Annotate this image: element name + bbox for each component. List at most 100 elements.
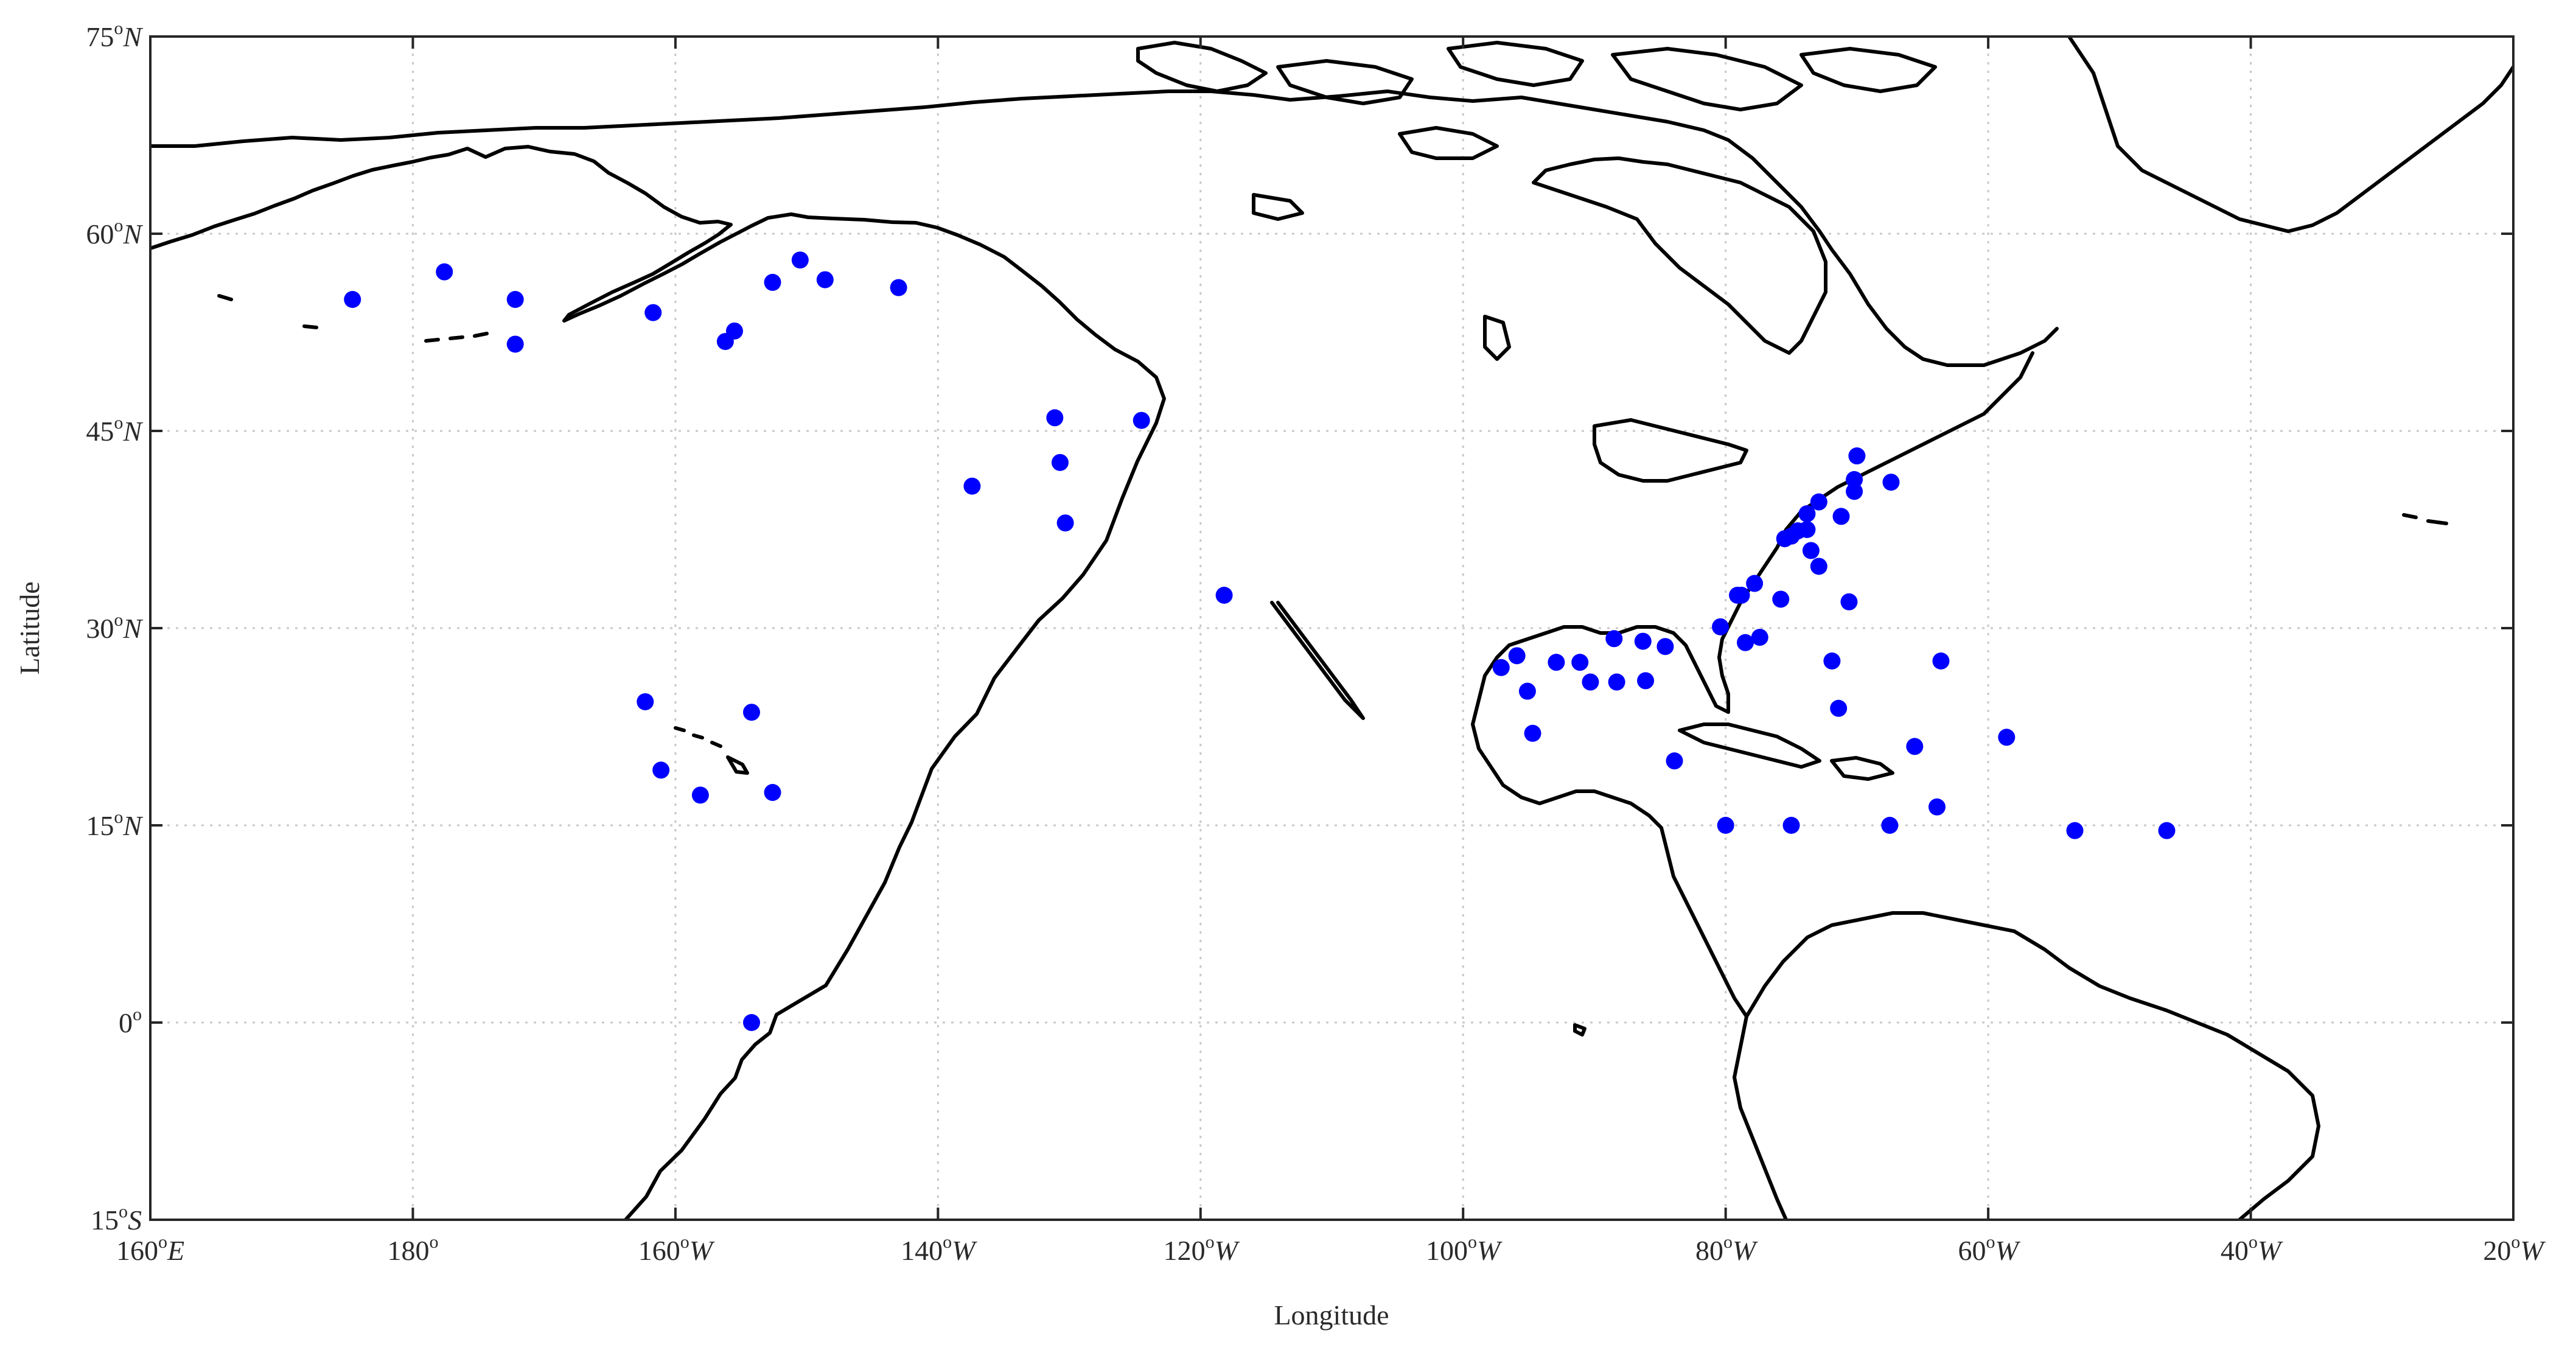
- station-point: [1881, 817, 1899, 834]
- station-point: [1712, 618, 1730, 635]
- x-tick-label: 140oW: [901, 1232, 977, 1266]
- x-tick-label: 160oE: [116, 1232, 184, 1266]
- y-tick-label: 15oN: [86, 807, 143, 841]
- station-point: [890, 279, 907, 296]
- station-point: [644, 304, 662, 321]
- station-point: [1582, 673, 1599, 691]
- station-point: [1524, 724, 1541, 742]
- station-point: [1846, 483, 1863, 500]
- station-point: [743, 1014, 761, 1031]
- station-point: [816, 271, 834, 289]
- station-point: [1751, 629, 1768, 646]
- station-point: [1810, 493, 1827, 511]
- y-tick-label: 60oN: [86, 215, 143, 250]
- y-tick-label: 30oN: [86, 610, 143, 644]
- station-point: [1056, 514, 1074, 532]
- x-tick-label: 60oW: [1958, 1232, 2020, 1266]
- station-point: [1737, 634, 1754, 651]
- y-tick-label: 15oS: [91, 1201, 142, 1236]
- hispaniola-coastline: [1830, 756, 1894, 781]
- galapagos-islands: [1573, 1023, 1586, 1037]
- station-point: [1051, 453, 1069, 471]
- y-tick-labels: 75oN 60oN 45oN 30oN 15oN 0o 15oS: [86, 18, 143, 1236]
- south-america-coastline: [1745, 911, 2320, 1220]
- cuba-coastline: [1678, 722, 1821, 769]
- station-point: [1840, 593, 1858, 610]
- x-tick-label: 100oW: [1426, 1232, 1503, 1266]
- south-america-west-coastline: [1733, 1015, 1788, 1220]
- y-tick-label: 0o: [119, 1004, 142, 1038]
- station-point: [1508, 647, 1526, 665]
- x-tick-label: 20oW: [2483, 1232, 2546, 1266]
- station-point: [1733, 587, 1750, 604]
- station-point: [1133, 411, 1150, 429]
- arctic-coastline: [150, 89, 2059, 367]
- baja-california-coastline: [1270, 601, 1365, 720]
- x-tick-label: 80oW: [1695, 1232, 1758, 1266]
- station-point: [2158, 822, 2176, 839]
- station-point: [1928, 798, 1946, 816]
- station-point: [1798, 521, 1816, 538]
- station-point: [506, 335, 524, 353]
- x-tick-label: 120oW: [1164, 1232, 1240, 1266]
- station-point: [637, 693, 654, 710]
- great-lakes-outline: [1593, 418, 1748, 483]
- station-point: [344, 291, 361, 308]
- y-axis-title: Latitude: [14, 581, 45, 674]
- x-tick-label: 160oW: [638, 1232, 715, 1266]
- station-point: [506, 291, 524, 308]
- station-point: [963, 477, 981, 495]
- station-point: [1656, 638, 1674, 656]
- arctic-islands: [1136, 41, 1937, 361]
- station-point: [764, 784, 781, 801]
- x-tick-label: 40oW: [2221, 1232, 2283, 1266]
- station-point: [1215, 587, 1233, 604]
- station-point: [1798, 505, 1816, 523]
- station-point: [1810, 558, 1827, 575]
- y-tick-label: 75oN: [86, 18, 143, 52]
- station-markers: [344, 251, 2176, 1031]
- station-point: [691, 786, 709, 804]
- station-point: [1518, 682, 1536, 700]
- axis-ticks: [149, 35, 2515, 1221]
- azores-islands: [2402, 513, 2448, 525]
- station-point: [1046, 409, 1064, 427]
- greenland-coastline: [2067, 37, 2513, 233]
- station-point: [652, 761, 670, 779]
- station-point: [1802, 542, 1820, 559]
- aleutian-islands: [217, 294, 489, 343]
- station-point: [1772, 590, 1790, 608]
- station-point: [1906, 738, 1924, 755]
- hawaiian-islands: [674, 726, 749, 775]
- station-point: [1932, 652, 1950, 670]
- station-point: [436, 263, 453, 281]
- station-point: [1634, 632, 1652, 650]
- station-point: [725, 322, 743, 340]
- station-point: [1830, 699, 1848, 717]
- x-tick-labels: 160oE 180o 160oW 140oW 120oW 100oW 80oW 60oW 40o…: [116, 1232, 2546, 1266]
- station-point: [791, 251, 809, 269]
- station-point: [1782, 817, 1800, 834]
- north-america-coastline: [150, 145, 1166, 1220]
- hudson-bay-coastline: [1532, 156, 1827, 355]
- station-point: [1746, 575, 1764, 592]
- station-point: [1846, 470, 1863, 488]
- station-point: [1717, 817, 1734, 834]
- station-point: [743, 704, 761, 721]
- station-point: [1492, 659, 1510, 676]
- station-point: [1823, 652, 1841, 670]
- y-tick-label: 45oN: [86, 413, 143, 447]
- station-point: [1605, 630, 1623, 648]
- station-point: [1666, 752, 1683, 770]
- station-point: [2066, 822, 2084, 839]
- x-tick-label: 180o: [387, 1232, 438, 1266]
- station-point: [1848, 447, 1866, 465]
- station-point: [1548, 654, 1565, 671]
- coastlines: [150, 37, 2513, 1220]
- station-point: [1998, 729, 2016, 746]
- station-point: [1637, 672, 1655, 690]
- station-point: [764, 273, 781, 291]
- station-point: [1882, 474, 1900, 491]
- graticule-grid: [150, 37, 2513, 1220]
